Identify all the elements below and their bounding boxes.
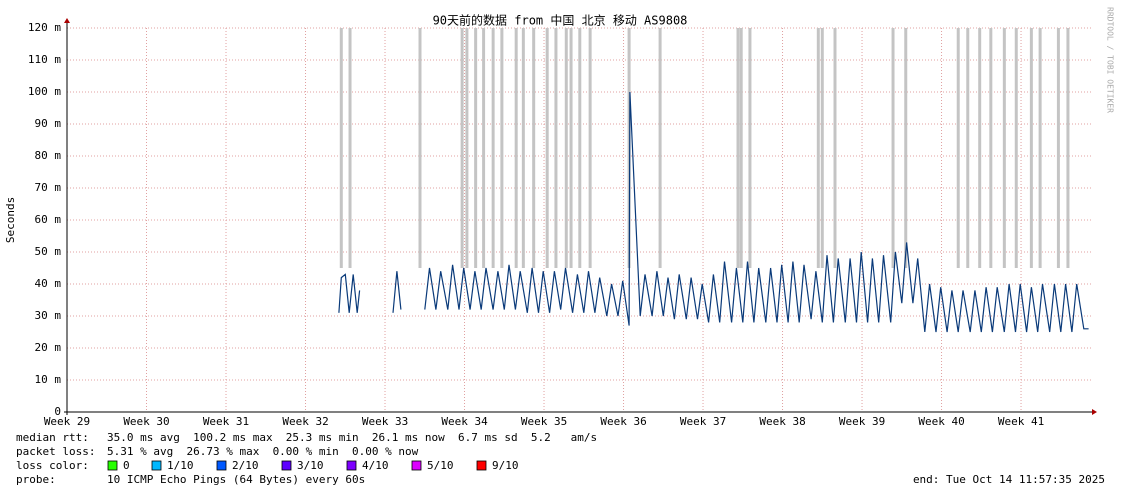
loss-bar [989,28,993,268]
loss-bar [736,28,740,268]
legend-swatch [346,460,357,471]
chart-title: 90天前的数据 from 中国 北京 移动 AS9808 [433,13,688,28]
x-tick-label: Week 40 [918,415,964,428]
axis-arrow [1092,409,1097,415]
loss-bar [554,28,558,268]
loss-bar [627,28,631,268]
stat-label: median rtt: [16,431,89,444]
probe-text: 10 ICMP Echo Pings (64 Bytes) every 60s [107,473,365,486]
loss-bar [891,28,895,268]
y-tick-label: 60 m [35,213,62,226]
y-tick-label: 100 m [28,85,61,98]
loss-bar [521,28,525,268]
axis-arrow [64,18,70,23]
x-tick-label: Week 39 [839,415,885,428]
y-tick-label: 40 m [35,277,62,290]
legend-label: 2/10 [232,459,259,472]
legend-swatch [107,460,118,471]
loss-bar [904,28,908,268]
loss-legend-label: loss color: [16,459,89,472]
loss-bar [748,28,752,268]
legend-label: 9/10 [492,459,519,472]
legend-swatch [411,460,422,471]
y-tick-label: 10 m [35,373,62,386]
y-tick-label: 90 m [35,117,62,130]
x-tick-label: Week 35 [521,415,567,428]
loss-bar [339,28,343,268]
stat-label: packet loss: [16,445,95,458]
legend-label: 4/10 [362,459,389,472]
x-tick-label: Week 33 [362,415,408,428]
loss-bar [1038,28,1042,268]
y-tick-label: 50 m [35,245,62,258]
loss-bar [1029,28,1033,268]
x-tick-label: Week 30 [123,415,169,428]
loss-bar [1056,28,1060,268]
loss-bar [474,28,478,268]
x-tick-label: Week 37 [680,415,726,428]
loss-bar [978,28,982,268]
x-tick-label: Week 41 [998,415,1044,428]
y-tick-label: 120 m [28,21,61,34]
loss-bar [1002,28,1006,268]
y-tick-label: 0 [54,405,61,418]
loss-bar [545,28,549,268]
y-tick-label: 80 m [35,149,62,162]
stat-text: 35.0 ms avg 100.2 ms max 25.3 ms min 26.… [107,431,597,444]
legend-swatch [281,460,292,471]
loss-bar [348,28,352,268]
loss-bar [418,28,422,268]
loss-bar [578,28,582,268]
y-tick-label: 30 m [35,309,62,322]
x-tick-label: Week 34 [441,415,488,428]
loss-bar [833,28,837,268]
loss-bar [1066,28,1070,268]
legend-label: 3/10 [297,459,324,472]
probe-label: probe: [16,473,56,486]
loss-bar [1014,28,1018,268]
loss-bar [532,28,536,268]
loss-bar [465,28,469,268]
legend-swatch [151,460,162,471]
loss-bar [588,28,592,268]
loss-bar [956,28,960,268]
x-tick-label: Week 38 [759,415,805,428]
x-tick-label: Week 31 [203,415,249,428]
y-tick-label: 20 m [35,341,62,354]
x-tick-label: Week 32 [282,415,328,428]
loss-bar [816,28,820,268]
loss-bar [820,28,824,268]
y-tick-label: 110 m [28,53,61,66]
loss-bar [482,28,486,268]
loss-bar [739,28,743,268]
loss-bar [658,28,662,268]
loss-bar [966,28,970,268]
loss-bar [500,28,504,268]
x-tick-label: Week 36 [600,415,646,428]
legend-label: 5/10 [427,459,454,472]
legend-label: 0 [123,459,130,472]
y-axis-label: Seconds [4,197,17,243]
loss-bar [514,28,518,268]
legend-swatch [476,460,487,471]
x-tick-label: Week 29 [44,415,90,428]
loss-bar [569,28,573,268]
watermark: RRDTOOL / TOBI OETIKER [1106,7,1115,113]
legend-swatch [216,460,227,471]
loss-bar [491,28,495,268]
loss-bar [564,28,568,268]
end-time: end: Tue Oct 14 11:57:35 2025 [913,473,1105,486]
stat-text: 5.31 % avg 26.73 % max 0.00 % min 0.00 %… [107,445,419,458]
loss-bar [460,28,464,268]
legend-label: 1/10 [167,459,194,472]
y-tick-label: 70 m [35,181,62,194]
rtt-line [338,91,1089,333]
